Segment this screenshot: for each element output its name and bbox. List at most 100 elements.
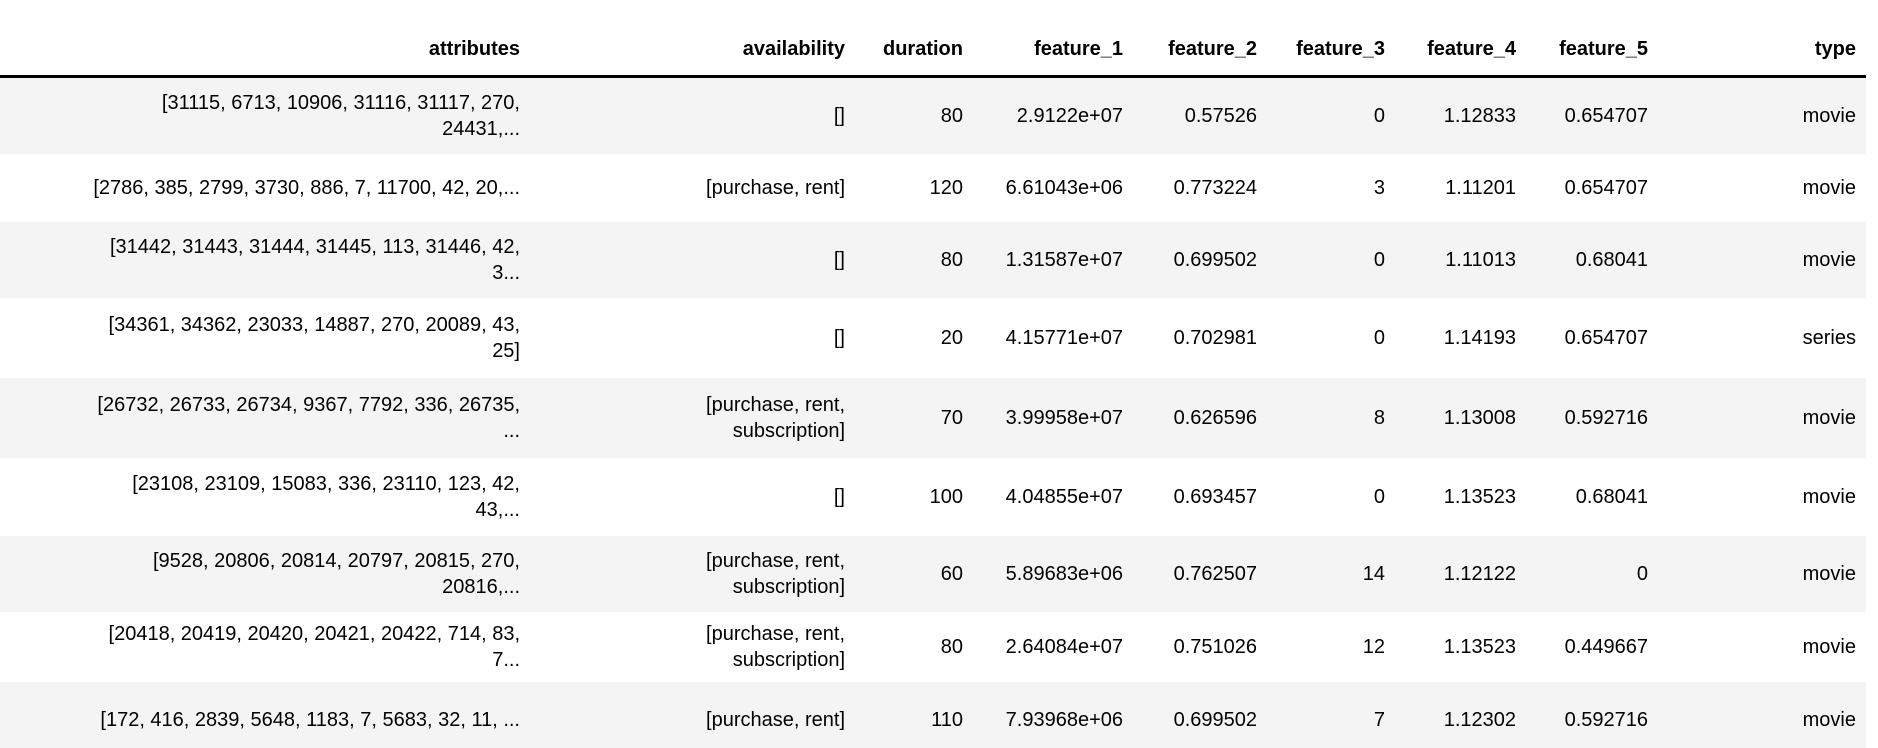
column-header-feature-5: feature_5 (1526, 0, 1658, 78)
cell-type: series (1802, 327, 1856, 349)
cell-availability: [] (833, 327, 845, 349)
cell-feature-3: 12 (1362, 636, 1385, 658)
cell-feature-1: 2.64084e+07 (1005, 636, 1123, 658)
cell-duration: 80 (940, 104, 963, 127)
cell-duration: 20 (940, 327, 963, 349)
cell-type: movie (1802, 636, 1856, 658)
cell-feature-5: 0.654707 (1564, 104, 1648, 127)
cell-duration: 120 (929, 177, 963, 199)
cell-duration: 110 (931, 709, 963, 731)
table-row: [31442, 31443, 31444, 31445, 113, 31446,… (0, 222, 1866, 298)
cell-feature-4: 1.11013 (1445, 249, 1516, 271)
cell-type: movie (1802, 486, 1856, 508)
cell-feature-5: 0.592716 (1564, 407, 1648, 429)
cell-feature-3: 0 (1373, 486, 1385, 508)
cell-type: movie (1802, 249, 1856, 271)
cell-duration: 60 (940, 563, 963, 585)
cell-type: movie (1802, 563, 1856, 585)
cell-attributes: [20418, 20419, 20420, 20421, 20422, 714,… (108, 623, 520, 671)
table-row: [26732, 26733, 26734, 9367, 7792, 336, 2… (0, 378, 1866, 458)
cell-feature-2: 0.702981 (1173, 327, 1257, 349)
cell-feature-2: 0.693457 (1173, 486, 1257, 508)
cell-availability: [purchase, rent] (706, 709, 845, 731)
cell-feature-1: 7.93968e+06 (1005, 709, 1123, 731)
cell-feature-2: 0.762507 (1173, 563, 1257, 585)
table-row: [23108, 23109, 15083, 336, 23110, 123, 4… (0, 458, 1866, 536)
cell-feature-5: 0 (1636, 563, 1648, 585)
cell-type: movie (1802, 177, 1856, 199)
cell-type: movie (1802, 104, 1856, 127)
cell-availability: [purchase, rent, subscription] (706, 623, 845, 671)
cell-attributes: [34361, 34362, 23033, 14887, 270, 20089,… (108, 314, 520, 362)
cell-feature-4: 1.13523 (1443, 636, 1516, 658)
column-header-attributes: attributes (0, 0, 530, 78)
cell-attributes: [23108, 23109, 15083, 336, 23110, 123, 4… (132, 473, 520, 521)
cell-feature-1: 1.31587e+07 (1005, 249, 1123, 271)
cell-feature-5: 0.68041 (1575, 249, 1648, 271)
cell-feature-5: 0.592716 (1564, 709, 1648, 731)
cell-feature-2: 0.773224 (1173, 177, 1257, 199)
cell-attributes: [9528, 20806, 20814, 20797, 20815, 270, … (152, 550, 520, 598)
column-header-feature-2: feature_2 (1133, 0, 1267, 78)
column-header-feature-3: feature_3 (1267, 0, 1395, 78)
cell-duration: 100 (929, 486, 963, 508)
cell-feature-1: 3.99958e+07 (1005, 407, 1123, 429)
cell-feature-2: 0.626596 (1173, 407, 1257, 429)
cell-type: movie (1802, 407, 1856, 429)
cell-attributes: [26732, 26733, 26734, 9367, 7792, 336, 2… (97, 394, 520, 442)
cell-feature-1: 4.15771e+07 (1005, 327, 1123, 349)
column-header-feature-1: feature_1 (973, 0, 1133, 78)
cell-feature-4: 1.12302 (1443, 709, 1516, 731)
cell-feature-3: 0 (1373, 104, 1385, 127)
cell-availability: [] (833, 486, 845, 508)
table-row: [20418, 20419, 20420, 20421, 20422, 714,… (0, 612, 1866, 682)
cell-feature-2: 0.699502 (1173, 249, 1257, 271)
table-row: [2786, 385, 2799, 3730, 886, 7, 11700, 4… (0, 154, 1866, 222)
cell-feature-4: 1.14193 (1443, 327, 1516, 349)
cell-attributes: [172, 416, 2839, 5648, 1183, 7, 5683, 32… (100, 709, 520, 731)
cell-feature-3: 7 (1373, 709, 1385, 731)
column-header-type: type (1658, 0, 1866, 78)
cell-attributes: [31442, 31443, 31444, 31445, 113, 31446,… (110, 236, 520, 284)
cell-feature-5: 0.68041 (1575, 486, 1648, 508)
column-header-duration: duration (855, 0, 973, 78)
cell-availability: [purchase, rent, subscription] (706, 394, 845, 442)
column-header-availability: availability (530, 0, 855, 78)
table-body: [31115, 6713, 10906, 31116, 31117, 270, … (0, 76, 1866, 748)
table-header: attributes availability duration feature… (0, 0, 1866, 78)
table-row: [34361, 34362, 23033, 14887, 270, 20089,… (0, 298, 1866, 378)
cell-feature-1: 5.89683e+06 (1005, 563, 1123, 585)
cell-feature-2: 0.57526 (1184, 104, 1257, 127)
header-row: attributes availability duration feature… (0, 0, 1866, 78)
cell-feature-3: 14 (1362, 563, 1385, 585)
cell-attributes: [31115, 6713, 10906, 31116, 31117, 270, … (161, 91, 520, 140)
table-row: [172, 416, 2839, 5648, 1183, 7, 5683, 32… (0, 682, 1866, 748)
cell-feature-1: 2.9122e+07 (1016, 104, 1123, 127)
cell-feature-2: 0.699502 (1173, 709, 1257, 731)
cell-feature-4: 1.12122 (1443, 563, 1516, 585)
cell-feature-4: 1.13523 (1443, 486, 1516, 508)
cell-duration: 70 (940, 407, 963, 429)
cell-feature-1: 4.04855e+07 (1005, 486, 1123, 508)
cell-feature-2: 0.751026 (1173, 636, 1257, 658)
cell-feature-3: 3 (1373, 177, 1385, 199)
cell-feature-4: 1.13008 (1443, 407, 1516, 429)
cell-feature-4: 1.11201 (1445, 177, 1516, 199)
cell-feature-3: 0 (1373, 327, 1385, 349)
cell-feature-3: 0 (1373, 249, 1385, 271)
cell-feature-5: 0.654707 (1564, 177, 1648, 199)
cell-availability: [] (833, 249, 845, 271)
cell-feature-5: 0.449667 (1564, 636, 1648, 658)
cell-availability: [purchase, rent] (706, 177, 845, 199)
cell-feature-3: 8 (1373, 407, 1385, 429)
cell-duration: 80 (940, 636, 963, 658)
table-row: [9528, 20806, 20814, 20797, 20815, 270, … (0, 536, 1866, 612)
cell-feature-1: 6.61043e+06 (1005, 177, 1123, 199)
cell-duration: 80 (940, 249, 963, 271)
cell-feature-5: 0.654707 (1564, 327, 1648, 349)
table-row: [31115, 6713, 10906, 31116, 31117, 270, … (0, 76, 1866, 154)
cell-feature-4: 1.12833 (1443, 104, 1516, 127)
cell-type: movie (1802, 709, 1856, 731)
cell-availability: [purchase, rent, subscription] (706, 550, 845, 598)
